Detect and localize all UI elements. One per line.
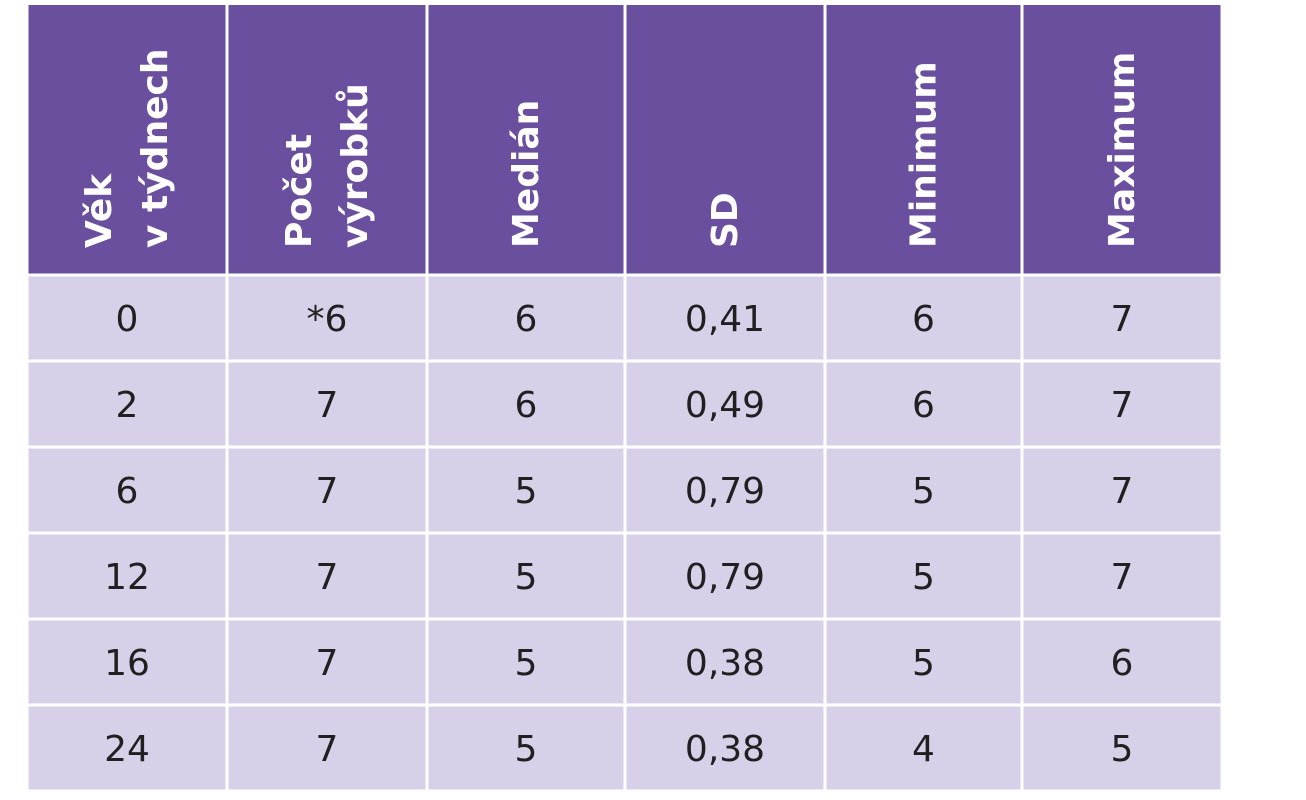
cell: [28, 706, 226, 790]
cell: [28, 448, 226, 532]
cell-text: 0,79: [685, 471, 765, 512]
cell: [626, 362, 824, 446]
cell-text: 0,49: [685, 385, 765, 426]
cell: [826, 276, 1021, 360]
cell: [826, 534, 1021, 618]
cell: [826, 448, 1021, 532]
header-label: Věk: [79, 173, 120, 248]
cell-text: 24: [104, 729, 150, 770]
cell-text: 5: [912, 557, 935, 598]
header-label: SD: [705, 192, 746, 248]
cell-text: 0,41: [685, 299, 765, 340]
cell: [428, 706, 624, 790]
header-label: v týdnech: [135, 49, 176, 248]
header-cell: [626, 5, 824, 274]
cell: [626, 706, 824, 790]
cell-text: 7: [316, 385, 339, 426]
cell: [626, 276, 824, 360]
cell-text: 7: [316, 729, 339, 770]
cell: [428, 620, 624, 704]
cell: [1023, 706, 1221, 790]
cell: [1023, 620, 1221, 704]
cell-text: 7: [1111, 471, 1134, 512]
cell: [228, 706, 426, 790]
cell: [228, 534, 426, 618]
cell-text: 16: [104, 643, 150, 684]
cell: [228, 620, 426, 704]
cell-text: 6: [116, 471, 139, 512]
cell: [28, 620, 226, 704]
cell: [826, 706, 1021, 790]
cell: [228, 276, 426, 360]
cell-text: 0,38: [685, 729, 765, 770]
cell: [626, 448, 824, 532]
cell: [1023, 448, 1221, 532]
cell-text: 7: [1111, 299, 1134, 340]
cell-text: 5: [912, 471, 935, 512]
cell-text: 5: [1111, 729, 1134, 770]
cell-text: 7: [316, 557, 339, 598]
cell-text: 7: [1111, 557, 1134, 598]
cell: [28, 362, 226, 446]
cell-text: 5: [515, 471, 538, 512]
header-label: Počet: [279, 134, 320, 248]
header-label: Maximum: [1102, 52, 1143, 248]
cell: [28, 276, 226, 360]
cell-text: 5: [515, 557, 538, 598]
cell-text: 0: [116, 299, 139, 340]
cell: [826, 362, 1021, 446]
cell-text: 12: [104, 557, 150, 598]
cell-text: 6: [1111, 643, 1134, 684]
cell-text: *6: [307, 299, 348, 340]
header-cell: [826, 5, 1021, 274]
cell: [428, 362, 624, 446]
cell-text: 0,79: [685, 557, 765, 598]
cell: [826, 620, 1021, 704]
header-label: Minimum: [904, 61, 945, 248]
header-cell: [428, 5, 624, 274]
cell-text: 5: [515, 643, 538, 684]
cell-text: 6: [515, 299, 538, 340]
cell-text: 2: [116, 385, 139, 426]
header-label: Medián: [506, 100, 547, 248]
cell: [428, 276, 624, 360]
cell-text: 7: [1111, 385, 1134, 426]
cell: [1023, 276, 1221, 360]
header-label: výrobků: [335, 83, 376, 248]
cell-text: 5: [515, 729, 538, 770]
cell: [626, 534, 824, 618]
cell-text: 4: [912, 729, 935, 770]
cell-text: 6: [515, 385, 538, 426]
header-cell: [228, 5, 426, 274]
cell-text: 6: [912, 385, 935, 426]
cell: [28, 534, 226, 618]
header-cell: [1023, 5, 1221, 274]
cell: [428, 534, 624, 618]
header-cell: [28, 5, 226, 274]
cell-text: 5: [912, 643, 935, 684]
cell-text: 7: [316, 471, 339, 512]
cell: [228, 362, 426, 446]
cell: [428, 448, 624, 532]
cell: [1023, 362, 1221, 446]
cell: [626, 620, 824, 704]
cell-text: 0,38: [685, 643, 765, 684]
cell: [228, 448, 426, 532]
cell: [1023, 534, 1221, 618]
cell-text: 6: [912, 299, 935, 340]
cell-text: 7: [316, 643, 339, 684]
